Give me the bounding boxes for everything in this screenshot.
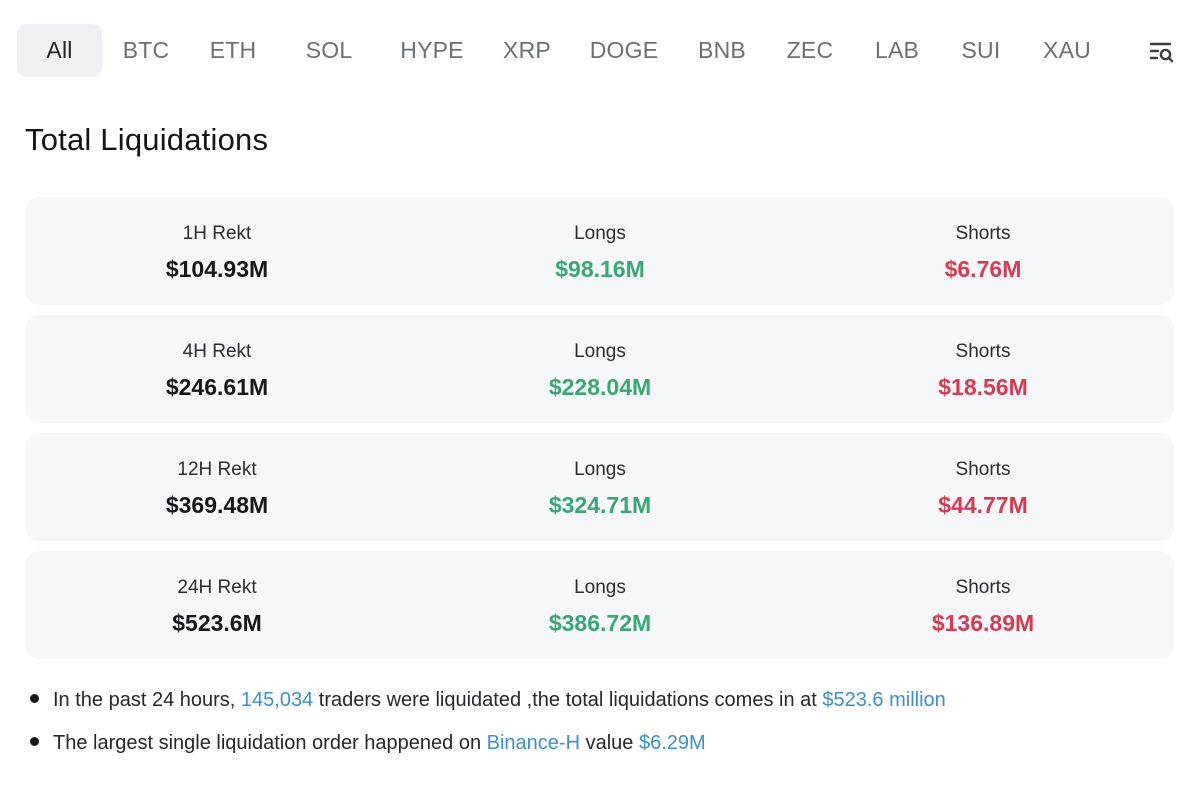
liquidation-row-4h: 4H Rekt $246.61M Longs $228.04M Shorts $…: [25, 315, 1174, 423]
page-title: Total Liquidations: [25, 122, 269, 157]
shorts-label: Shorts: [955, 223, 1011, 244]
rekt-total: $523.6M: [172, 610, 262, 636]
tab-zec[interactable]: ZEC: [786, 37, 834, 63]
rekt-label: 12H Rekt: [177, 459, 257, 480]
summary-traders-line: In the past 24 hours, 145,034 traders we…: [30, 689, 1180, 712]
tab-doge[interactable]: DOGE: [589, 37, 659, 63]
longs-label: Longs: [574, 577, 626, 598]
summary-text: traders were liquidated ,the total liqui…: [313, 689, 823, 711]
tab-sui[interactable]: SUI: [961, 37, 1001, 63]
rekt-total: $104.93M: [165, 256, 269, 282]
summary-text: In the past 24 hours,: [53, 689, 241, 711]
longs-label: Longs: [574, 459, 626, 480]
exchange-link[interactable]: Binance-H: [486, 732, 581, 754]
coin-tabs: All BTC ETH SOL HYPE XRP DOGE BNB ZEC LA…: [0, 0, 1200, 100]
rekt-label: 4H Rekt: [182, 341, 252, 362]
tab-sol[interactable]: SOL: [305, 37, 353, 63]
tab-btc[interactable]: BTC: [122, 37, 170, 63]
liquidation-row-1h: 1H Rekt $104.93M Longs $98.16M Shorts $6…: [25, 197, 1174, 305]
liquidation-row-12h: 12H Rekt $369.48M Longs $324.71M Shorts …: [25, 433, 1174, 541]
tab-eth[interactable]: ETH: [209, 37, 257, 63]
liquidation-row-24h: 24H Rekt $523.6M Longs $386.72M Shorts $…: [25, 551, 1174, 659]
summary-largest-order-line: The largest single liquidation order hap…: [30, 732, 1180, 755]
bullet-icon: [30, 694, 39, 703]
longs-label: Longs: [574, 223, 626, 244]
rekt-total: $246.61M: [165, 374, 269, 400]
longs-label: Longs: [574, 341, 626, 362]
largest-order-value-link[interactable]: $6.29M: [638, 732, 706, 754]
total-liquidations-link[interactable]: $523.6 million: [822, 689, 946, 711]
tab-xrp[interactable]: XRP: [503, 37, 551, 63]
shorts-value: $18.56M: [938, 374, 1028, 400]
longs-value: $386.72M: [548, 610, 652, 636]
shorts-value: $44.77M: [938, 492, 1028, 518]
bullet-icon: [30, 737, 39, 746]
tab-bnb[interactable]: BNB: [698, 37, 746, 63]
longs-value: $228.04M: [548, 374, 652, 400]
tab-all[interactable]: All: [17, 24, 102, 77]
summary-text: The largest single liquidation order hap…: [53, 732, 487, 754]
shorts-label: Shorts: [955, 459, 1011, 480]
rekt-label: 24H Rekt: [177, 577, 257, 598]
traders-count-link[interactable]: 145,034: [240, 689, 314, 711]
shorts-value: $136.89M: [931, 610, 1035, 636]
longs-value: $98.16M: [555, 256, 645, 282]
rekt-label: 1H Rekt: [182, 223, 252, 244]
summary-text: value: [580, 732, 639, 754]
shorts-value: $6.76M: [944, 256, 1022, 282]
tab-xau[interactable]: XAU: [1043, 37, 1091, 63]
tab-hype[interactable]: HYPE: [400, 37, 464, 63]
longs-value: $324.71M: [548, 492, 652, 518]
filter-search-icon[interactable]: [1146, 37, 1176, 67]
shorts-label: Shorts: [955, 577, 1011, 598]
rekt-total: $369.48M: [165, 492, 269, 518]
shorts-label: Shorts: [955, 341, 1011, 362]
tab-lab[interactable]: LAB: [874, 37, 920, 63]
